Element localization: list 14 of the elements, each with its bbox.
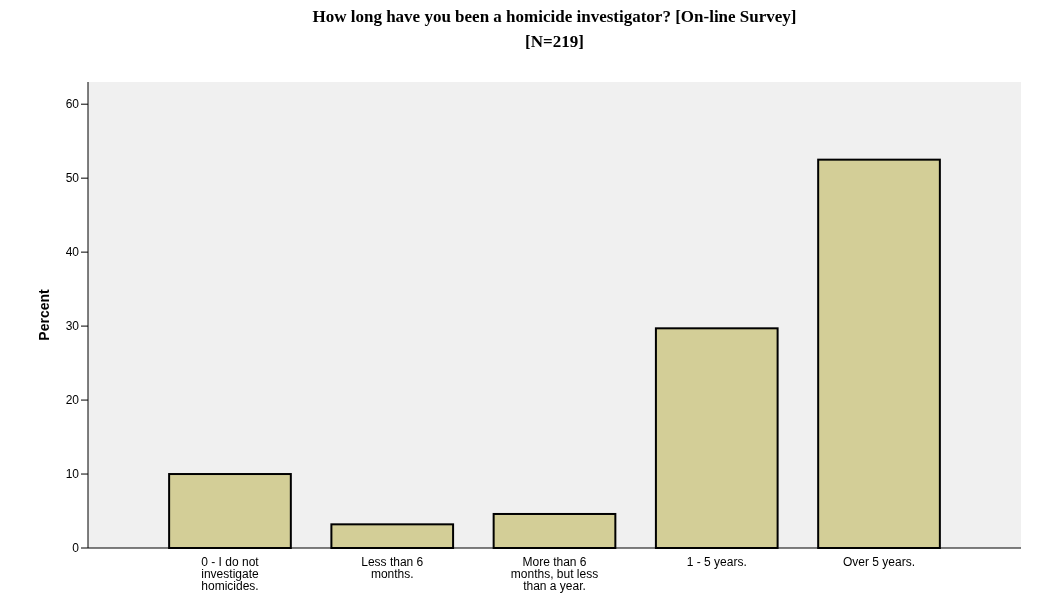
y-axis-title: Percent [36,288,52,341]
chart-title: How long have you been a homicide investigator? [On-line Survey] [N=219] [312,7,797,51]
y-tick-label: 30 [65,319,80,334]
x-tick-label: Less than 6 months. [361,555,424,581]
y-tick-label: 20 [65,393,80,408]
y-tick-label: 40 [65,245,80,260]
y-tick-label: 60 [65,97,80,112]
x-tick-label: More than 6 months, but less than a year. [510,555,599,593]
y-tick-label: 50 [65,171,80,186]
x-tick-label: 0 - I do not investigate homicides. [201,555,260,593]
y-tick-label: 0 [72,541,80,555]
x-tick-label: Over 5 years. [843,555,916,569]
y-tick-label: 10 [65,467,80,482]
x-tick-label: 1 - 5 years. [686,555,747,569]
